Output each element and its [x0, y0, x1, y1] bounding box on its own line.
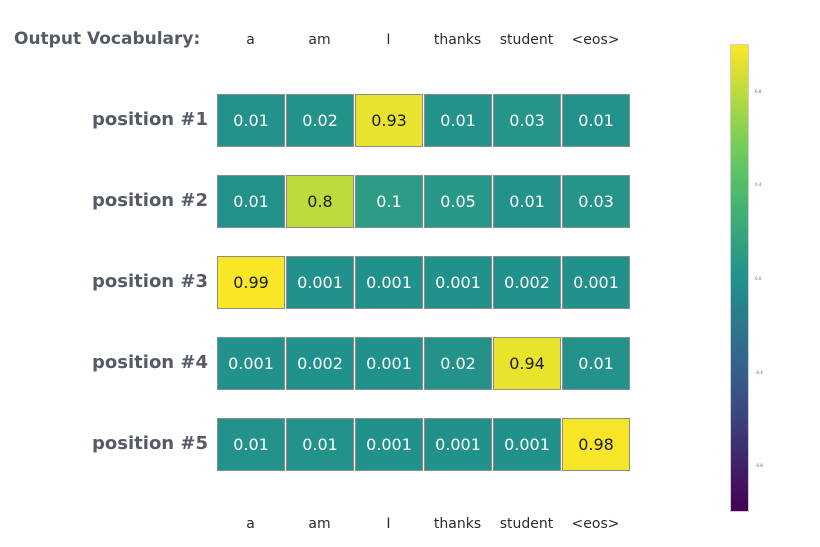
- heatmap-cell-r3-c2: 0.001: [286, 256, 354, 309]
- heatmap-cell-r5-c6: 0.98: [562, 418, 630, 471]
- x-tick-label-bottom-4: student: [499, 516, 554, 532]
- x-tick-label-top-3: thanks: [433, 32, 482, 48]
- x-tick-label-bottom-5: <eos>: [571, 516, 620, 532]
- heatmap-cell-r3-c1: 0.99: [217, 256, 285, 309]
- x-tick-label-top-4: student: [499, 32, 554, 48]
- colorbar-tick-label-4: -0.8: [755, 463, 763, 469]
- heatmap-cell-r2-c1: 0.01: [217, 175, 285, 228]
- heatmap-cell-r1-c5: 0.03: [493, 94, 561, 147]
- x-tick-label-bottom-3: thanks: [433, 516, 482, 532]
- colorbar: [730, 44, 749, 512]
- heatmap-cell-r5-c2: 0.01: [286, 418, 354, 471]
- y-tick-label-3: position #3: [92, 271, 208, 292]
- heatmap-cell-r2-c6: 0.03: [562, 175, 630, 228]
- heatmap-cell-r2-c3: 0.1: [355, 175, 423, 228]
- heatmap-cell-r5-c5: 0.001: [493, 418, 561, 471]
- heatmap-cell-r2-c4: 0.05: [424, 175, 492, 228]
- colorbar-tick-label-0: 0.8: [755, 88, 762, 94]
- x-tick-label-top-1: am: [308, 32, 331, 48]
- heatmap-cell-r3-c4: 0.001: [424, 256, 492, 309]
- y-tick-label-2: position #2: [92, 190, 208, 211]
- heatmap-cell-r4-c5: 0.94: [493, 337, 561, 390]
- x-tick-label-bottom-0: a: [246, 516, 255, 532]
- heatmap-cell-r1-c2: 0.02: [286, 94, 354, 147]
- heatmap-cell-r4-c6: 0.01: [562, 337, 630, 390]
- heatmap-cell-r2-c5: 0.01: [493, 175, 561, 228]
- heatmap-cell-r1-c6: 0.01: [562, 94, 630, 147]
- x-tick-label-top-5: <eos>: [571, 32, 620, 48]
- x-tick-label-bottom-2: I: [386, 516, 391, 532]
- heatmap-cell-r1-c1: 0.01: [217, 94, 285, 147]
- heatmap-cell-r4-c1: 0.001: [217, 337, 285, 390]
- x-tick-label-bottom-1: am: [308, 516, 331, 532]
- colorbar-tick-label-3: -0.4: [755, 369, 763, 375]
- heatmap-cell-r4-c3: 0.001: [355, 337, 423, 390]
- heatmap-cell-r1-c3: 0.93: [355, 94, 423, 147]
- y-tick-label-4: position #4: [92, 352, 208, 373]
- heatmap-cell-r1-c4: 0.01: [424, 94, 492, 147]
- heatmap-cell-r2-c2: 0.8: [286, 175, 354, 228]
- output-vocabulary-label: Output Vocabulary:: [14, 29, 201, 49]
- y-tick-label-5: position #5: [92, 433, 208, 454]
- heatmap-cell-r4-c4: 0.02: [424, 337, 492, 390]
- heatmap-cell-r5-c4: 0.001: [424, 418, 492, 471]
- colorbar-tick-label-1: 0.4: [755, 182, 762, 188]
- heatmap-cell-r5-c3: 0.001: [355, 418, 423, 471]
- x-tick-label-top-0: a: [246, 32, 255, 48]
- heatmap-cell-r4-c2: 0.002: [286, 337, 354, 390]
- heatmap-cell-r3-c6: 0.001: [562, 256, 630, 309]
- heatmap-cell-r3-c3: 0.001: [355, 256, 423, 309]
- x-tick-label-top-2: I: [386, 32, 391, 48]
- heatmap-cell-r3-c5: 0.002: [493, 256, 561, 309]
- heatmap-cell-r5-c1: 0.01: [217, 418, 285, 471]
- colorbar-tick-label-2: 0.0: [755, 276, 762, 281]
- y-tick-label-1: position #1: [92, 109, 208, 130]
